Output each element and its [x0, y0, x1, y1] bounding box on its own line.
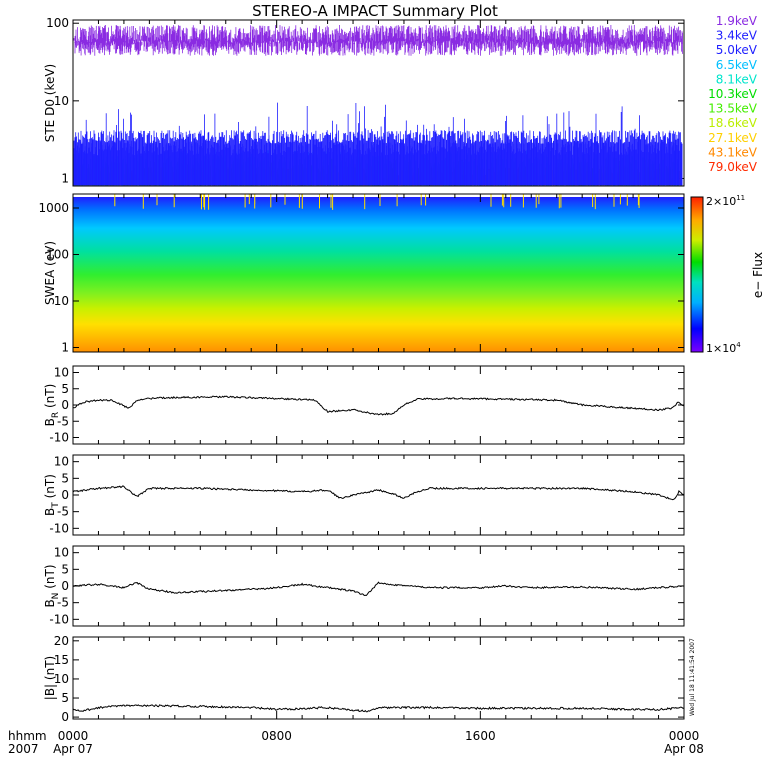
legend-entry: 10.3keV [708, 87, 758, 101]
colorbar-scale [690, 196, 704, 353]
ytick-label: 10 [54, 546, 69, 560]
bn-trace [72, 581, 685, 597]
ytick-label: -5 [57, 414, 69, 428]
bmag-panel: 20 15 10 5 0 |B| (nT) [43, 634, 685, 724]
ylabel: |B| (nT) [43, 656, 57, 700]
ytick-label: 10 [54, 366, 69, 380]
legend-entry: 13.5keV [708, 102, 758, 116]
footer-year-label: 2007 [8, 742, 39, 756]
bt-panel: 10 5 0 -5 -10 BT (nT) [43, 454, 685, 536]
colorbar-min-label: 1×104 [706, 341, 741, 355]
legend-entry: 79.0keV [708, 160, 758, 174]
ytick-label: 0 [61, 398, 69, 412]
ytick-label: -10 [49, 521, 69, 535]
ytick-label: -10 [49, 612, 69, 626]
swea-streaks [114, 194, 640, 210]
ytick-label: 20 [54, 634, 69, 648]
br-panel: 10 5 0 -5 -10 BR (nT) [43, 365, 685, 445]
ytick-label: -5 [57, 596, 69, 610]
ytick-label: -5 [57, 505, 69, 519]
legend-entry: 27.1keV [708, 131, 758, 145]
ytick-label: 10 [54, 94, 69, 108]
ytick-label: 5 [61, 562, 69, 576]
xtick-label: 1600 [465, 729, 496, 743]
time-axis-labels: 0000 0800 1600 0000 [58, 729, 700, 743]
legend-entry: 5.0keV [716, 43, 758, 57]
xtick-label: 0000 [58, 729, 89, 743]
ytick-label: 100 [46, 247, 69, 261]
br-trace [72, 395, 685, 416]
swea-spectrogram [73, 197, 684, 352]
legend-entry: 3.4keV [716, 29, 758, 43]
ytick-label: 5 [61, 471, 69, 485]
ytick-label: 10 [54, 294, 69, 308]
swea-frame-top [72, 193, 685, 353]
legend-entry: 18.6keV [708, 116, 758, 130]
footer-date-end: Apr 08 [664, 742, 704, 756]
ytick-label: 15 [54, 653, 69, 667]
legend-entry: 8.1keV [716, 72, 758, 86]
swea-colorbar: 2×1011 1×104 e− Flux [690, 194, 765, 355]
footer-hhmm-label: hhmm [8, 729, 47, 743]
panel-frame [72, 454, 685, 536]
ytick-label: 10 [54, 672, 69, 686]
ytick-label: 0 [61, 710, 69, 724]
ylabel: BR (nT) [43, 384, 61, 427]
ytick-label: 0 [61, 579, 69, 593]
plot-title: STEREO-A IMPACT Summary Plot [252, 2, 498, 20]
ytick-label: 5 [61, 382, 69, 396]
ste-panel: 1 10 100 STE D0 (keV) [43, 16, 685, 187]
ytick-label: 5 [61, 691, 69, 705]
footer-date-start: Apr 07 [53, 742, 93, 756]
panel-frame [72, 545, 685, 627]
xtick-label: 0000 [669, 729, 700, 743]
bmag-trace [72, 704, 685, 713]
colorbar-label: e− Flux [751, 252, 765, 298]
colorbar-max-label: 2×1011 [706, 194, 745, 208]
bn-panel: 10 5 0 -5 -10 BN (nT) [43, 545, 685, 627]
ste-legend: 1.9keV3.4keV5.0keV6.5keV8.1keV10.3keV13.… [708, 14, 758, 174]
panel-frame [72, 636, 685, 720]
ytick-label: 1 [61, 340, 69, 354]
swea-panel: 1 10 100 1000 SWEA (eV) [38, 193, 685, 354]
ylabel: BN (nT) [43, 564, 61, 607]
ytick-label: 100 [46, 16, 69, 30]
ytick-label: 0 [61, 488, 69, 502]
ylabel: BT (nT) [43, 474, 61, 516]
panel-frame [72, 365, 685, 445]
ytick-label: 1000 [38, 201, 69, 215]
ytick-label: 10 [54, 455, 69, 469]
ste-series-3.4keV [73, 102, 683, 186]
ylabel: SWEA (eV) [43, 241, 57, 305]
ylabel: STE D0 (keV) [43, 64, 57, 143]
legend-entry: 6.5keV [716, 58, 758, 72]
bt-trace [72, 485, 685, 501]
legend-entry: 1.9keV [716, 14, 758, 28]
footer-timestamp: Wed Jul 18 11:41:54 2007 [689, 638, 696, 716]
xtick-label: 0800 [261, 729, 292, 743]
ytick-label: 1 [61, 171, 69, 185]
ste-frame-top [72, 19, 685, 187]
ytick-label: -10 [49, 431, 69, 445]
ste-series-1.9keV [73, 25, 683, 56]
legend-entry: 43.1keV [708, 145, 758, 159]
